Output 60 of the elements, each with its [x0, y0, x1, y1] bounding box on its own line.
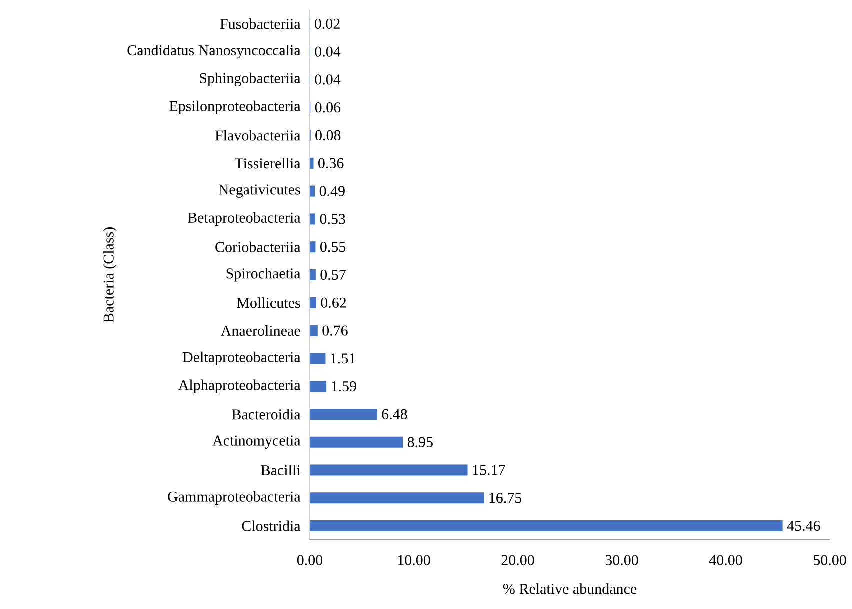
- bar: [310, 158, 314, 169]
- y-tick-label: Gammaproteobacteria: [168, 491, 301, 505]
- data-label: 15.17: [473, 465, 506, 476]
- data-label: 8.95: [408, 437, 433, 448]
- data-label: 6.48: [382, 409, 408, 420]
- data-label: 0.49: [320, 186, 345, 196]
- data-label: 0.36: [318, 158, 344, 169]
- y-tick-label: Anaerolineae: [220, 326, 300, 336]
- data-label: 0.06: [315, 102, 341, 113]
- y-tick-label: Negativicutes: [218, 184, 300, 198]
- bar: [310, 186, 316, 197]
- data-label: 0.57: [320, 270, 346, 280]
- bar: [310, 520, 783, 532]
- bar: [310, 408, 378, 420]
- y-tick-label: Betaproteobacteria: [188, 212, 301, 226]
- y-axis-title: Bacteria (Class): [103, 228, 117, 323]
- y-tick-label: Sphingobacteriia: [200, 72, 301, 87]
- bar: [310, 325, 318, 336]
- data-label: 16.75: [490, 493, 522, 504]
- y-tick-label: Alphaproteobacteria: [178, 380, 301, 394]
- x-axis-title: % Relative abundance: [503, 584, 637, 594]
- data-label: 0.62: [321, 298, 346, 308]
- x-tick-label: 20.00: [502, 555, 534, 566]
- x-tick-label: 0.00: [297, 555, 323, 566]
- y-tick-label: Epsilonproteobacteria: [170, 100, 301, 114]
- y-tick-label: Mollicutes: [237, 298, 300, 308]
- y-tick-label: Flavobacteriia: [215, 130, 301, 141]
- y-tick-label: Clostridia: [242, 520, 301, 532]
- bar: [310, 214, 316, 225]
- data-label: 45.46: [787, 520, 820, 532]
- data-label: 0.55: [320, 242, 346, 252]
- bar: [310, 269, 316, 280]
- x-tick-label: 40.00: [709, 555, 742, 566]
- data-label: 0.02: [314, 18, 340, 30]
- y-tick-label: Bacteroidia: [232, 409, 301, 420]
- data-label: 0.04: [315, 46, 341, 57]
- data-label: 0.53: [320, 214, 346, 224]
- data-label: 1.51: [331, 354, 356, 364]
- bar: [310, 381, 327, 392]
- bar: [310, 464, 468, 476]
- y-tick-label: Coriobacteriia: [216, 242, 301, 252]
- data-label: 0.76: [322, 326, 348, 336]
- y-tick-label: Deltaproteobacteria: [182, 352, 301, 366]
- bar: [310, 353, 326, 364]
- bar: [310, 436, 404, 448]
- bar: [310, 297, 316, 308]
- y-tick-label: Fusobacteriia: [220, 18, 301, 30]
- x-tick-label: 10.00: [398, 555, 430, 566]
- x-tick-label: 50.00: [814, 555, 846, 566]
- data-label: 1.59: [332, 382, 356, 392]
- y-tick-label: Actinomycetia: [212, 436, 301, 449]
- bar: [310, 492, 484, 504]
- data-label: 0.08: [316, 130, 341, 141]
- bar: [310, 242, 316, 253]
- data-label: 0.04: [315, 74, 341, 85]
- y-tick-label: Bacilli: [261, 464, 301, 476]
- y-tick-label: Candidatus Nanosyncoccalia: [128, 45, 301, 59]
- y-tick-label: Tissierellia: [234, 158, 301, 169]
- y-tick-label: Spirochaetia: [226, 268, 301, 282]
- x-tick-label: 30.00: [606, 555, 638, 566]
